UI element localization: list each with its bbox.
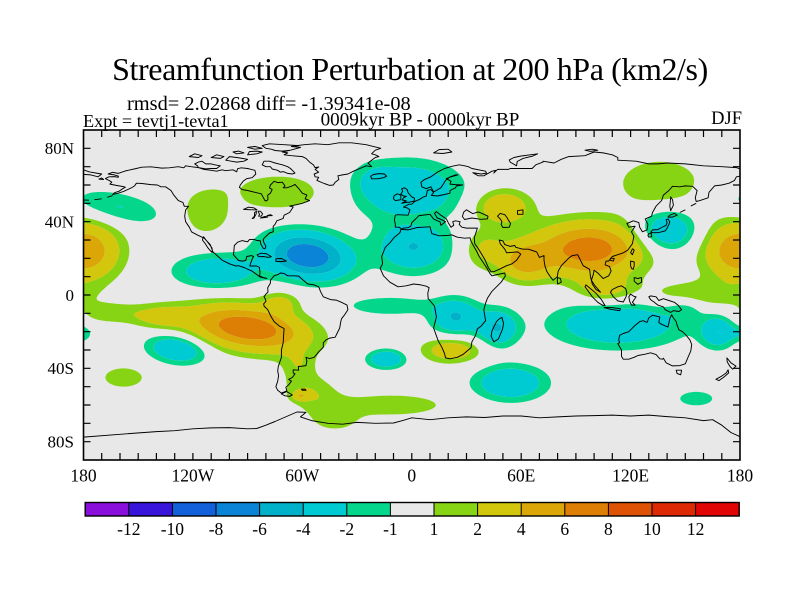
svg-text:-2: -2 xyxy=(340,519,355,539)
svg-text:Expt = tevtj1-tevta1: Expt = tevtj1-tevta1 xyxy=(83,111,229,131)
svg-text:60E: 60E xyxy=(507,465,535,485)
svg-text:10: 10 xyxy=(643,519,661,539)
svg-text:-10: -10 xyxy=(161,519,185,539)
svg-text:60W: 60W xyxy=(285,465,320,485)
svg-text:120E: 120E xyxy=(612,465,649,485)
svg-text:12: 12 xyxy=(687,519,705,539)
svg-text:80S: 80S xyxy=(48,433,74,452)
svg-text:Streamfunction Perturbation at: Streamfunction Perturbation at 200 hPa (… xyxy=(112,51,708,87)
svg-text:8: 8 xyxy=(604,519,613,539)
svg-text:0: 0 xyxy=(407,465,416,485)
svg-text:0009kyr BP - 0000kyr BP: 0009kyr BP - 0000kyr BP xyxy=(321,109,520,130)
svg-text:2: 2 xyxy=(473,519,482,539)
svg-text:1: 1 xyxy=(430,519,439,539)
svg-text:6: 6 xyxy=(560,519,569,539)
svg-text:80N: 80N xyxy=(45,139,74,158)
svg-text:40N: 40N xyxy=(45,213,74,232)
svg-text:120W: 120W xyxy=(172,465,215,485)
svg-text:40S: 40S xyxy=(48,359,74,378)
svg-text:DJF: DJF xyxy=(711,109,742,129)
svg-text:rmsd= 2.02868 diff= -1.39341e-: rmsd= 2.02868 diff= -1.39341e-08 xyxy=(127,93,411,115)
svg-text:-8: -8 xyxy=(209,519,224,539)
svg-text:180: 180 xyxy=(70,465,97,485)
svg-text:0: 0 xyxy=(66,286,75,305)
svg-text:4: 4 xyxy=(517,519,526,539)
svg-text:-6: -6 xyxy=(252,519,267,539)
svg-text:180: 180 xyxy=(727,465,754,485)
svg-text:-12: -12 xyxy=(117,519,140,539)
svg-text:-4: -4 xyxy=(296,519,311,539)
svg-text:-1: -1 xyxy=(383,519,398,539)
